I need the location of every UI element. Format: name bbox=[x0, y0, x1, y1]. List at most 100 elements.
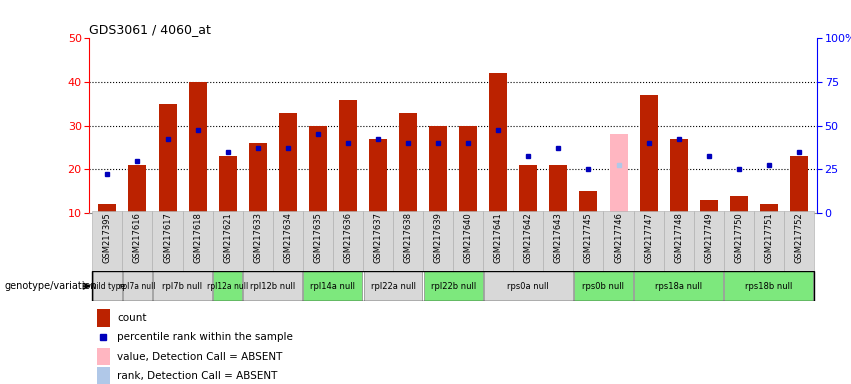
Text: rank, Detection Call = ABSENT: rank, Detection Call = ABSENT bbox=[117, 371, 277, 381]
Bar bbox=[339, 99, 357, 213]
Text: GSM217640: GSM217640 bbox=[464, 212, 472, 263]
Bar bbox=[543, 211, 574, 271]
Text: GSM217641: GSM217641 bbox=[494, 212, 503, 263]
Text: GSM217751: GSM217751 bbox=[764, 212, 774, 263]
Bar bbox=[158, 104, 176, 213]
Bar bbox=[303, 211, 333, 271]
Text: rpl22b null: rpl22b null bbox=[431, 281, 476, 291]
Text: GSM217752: GSM217752 bbox=[795, 212, 803, 263]
Bar bbox=[483, 211, 513, 271]
Text: rps18b null: rps18b null bbox=[745, 281, 792, 291]
Text: wild type: wild type bbox=[90, 281, 125, 291]
Bar bbox=[429, 126, 447, 213]
Text: GSM217618: GSM217618 bbox=[193, 212, 202, 263]
Text: percentile rank within the sample: percentile rank within the sample bbox=[117, 332, 293, 342]
Text: GSM217633: GSM217633 bbox=[254, 212, 262, 263]
Bar bbox=[333, 211, 363, 271]
Bar bbox=[97, 367, 110, 384]
Bar bbox=[550, 165, 568, 213]
Text: GSM217639: GSM217639 bbox=[434, 212, 443, 263]
Bar bbox=[219, 156, 237, 213]
Bar bbox=[363, 271, 422, 301]
Text: GSM217748: GSM217748 bbox=[674, 212, 683, 263]
Bar bbox=[309, 126, 327, 213]
Bar bbox=[123, 211, 152, 271]
Bar bbox=[609, 134, 627, 213]
Text: GSM217745: GSM217745 bbox=[584, 212, 593, 263]
Bar bbox=[580, 191, 597, 213]
Text: GSM217634: GSM217634 bbox=[283, 212, 292, 263]
Bar bbox=[363, 211, 393, 271]
Bar bbox=[484, 271, 573, 301]
Bar bbox=[790, 156, 808, 213]
Bar bbox=[97, 348, 110, 366]
Bar bbox=[634, 271, 723, 301]
Bar bbox=[214, 271, 242, 301]
Bar bbox=[189, 82, 207, 213]
Bar bbox=[760, 204, 778, 213]
Text: count: count bbox=[117, 313, 146, 323]
Bar bbox=[369, 139, 387, 213]
Text: value, Detection Call = ABSENT: value, Detection Call = ABSENT bbox=[117, 352, 283, 362]
Bar bbox=[603, 211, 633, 271]
Bar bbox=[423, 211, 453, 271]
Bar bbox=[273, 211, 303, 271]
Text: GSM217749: GSM217749 bbox=[705, 212, 713, 263]
Bar bbox=[519, 165, 537, 213]
Text: GSM217395: GSM217395 bbox=[103, 212, 111, 263]
Text: GSM217642: GSM217642 bbox=[524, 212, 533, 263]
Text: rps18a null: rps18a null bbox=[655, 281, 702, 291]
Bar bbox=[664, 211, 694, 271]
Bar bbox=[424, 271, 483, 301]
Text: genotype/variation: genotype/variation bbox=[4, 281, 97, 291]
Text: rpl12b null: rpl12b null bbox=[250, 281, 295, 291]
Bar bbox=[754, 211, 784, 271]
Bar bbox=[93, 211, 123, 271]
Text: GSM217621: GSM217621 bbox=[223, 212, 232, 263]
Bar bbox=[243, 211, 273, 271]
Bar bbox=[152, 211, 183, 271]
Bar bbox=[513, 211, 543, 271]
Text: rpl7b null: rpl7b null bbox=[163, 281, 203, 291]
Bar bbox=[633, 211, 664, 271]
Bar bbox=[670, 139, 688, 213]
Text: GSM217747: GSM217747 bbox=[644, 212, 653, 263]
Text: rps0a null: rps0a null bbox=[507, 281, 549, 291]
Bar bbox=[123, 271, 151, 301]
Bar bbox=[248, 143, 266, 213]
Bar bbox=[694, 211, 723, 271]
Bar bbox=[700, 200, 717, 213]
Bar bbox=[243, 271, 302, 301]
Text: GDS3061 / 4060_at: GDS3061 / 4060_at bbox=[89, 23, 211, 36]
Bar bbox=[724, 271, 814, 301]
Text: GSM217643: GSM217643 bbox=[554, 212, 563, 263]
Text: rpl22a null: rpl22a null bbox=[370, 281, 415, 291]
Text: GSM217746: GSM217746 bbox=[614, 212, 623, 263]
Text: rpl12a null: rpl12a null bbox=[207, 281, 248, 291]
Bar bbox=[213, 211, 243, 271]
Bar bbox=[460, 126, 477, 213]
Bar bbox=[304, 271, 363, 301]
Text: GSM217635: GSM217635 bbox=[313, 212, 323, 263]
Bar bbox=[489, 73, 507, 213]
Bar bbox=[97, 309, 110, 327]
Text: rpl7a null: rpl7a null bbox=[119, 281, 156, 291]
Bar bbox=[399, 113, 417, 213]
Bar bbox=[574, 211, 603, 271]
Text: rps0b null: rps0b null bbox=[582, 281, 625, 291]
Text: GSM217636: GSM217636 bbox=[344, 212, 352, 263]
Bar bbox=[99, 204, 117, 213]
Bar bbox=[453, 211, 483, 271]
Bar bbox=[129, 165, 146, 213]
Bar bbox=[393, 211, 423, 271]
Text: GSM217617: GSM217617 bbox=[163, 212, 172, 263]
Text: rpl14a null: rpl14a null bbox=[311, 281, 356, 291]
Bar bbox=[640, 95, 658, 213]
Bar bbox=[723, 211, 754, 271]
Bar bbox=[93, 271, 122, 301]
Bar bbox=[730, 196, 748, 213]
Bar bbox=[784, 211, 814, 271]
Text: GSM217638: GSM217638 bbox=[403, 212, 413, 263]
Bar bbox=[153, 271, 212, 301]
Bar bbox=[574, 271, 633, 301]
